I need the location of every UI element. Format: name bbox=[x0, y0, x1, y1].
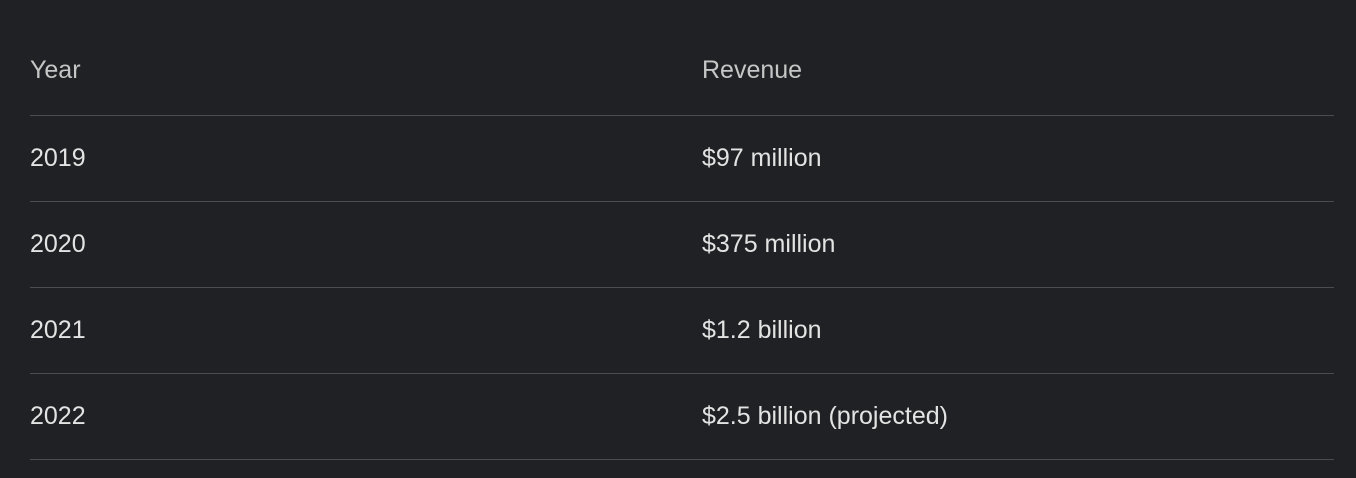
table-cell: $97 million bbox=[702, 144, 822, 172]
table-row: 2020 $375 million bbox=[30, 202, 1334, 288]
table: Year Revenue 2019 $97 million 2020 $375 mil… bbox=[30, 26, 1334, 460]
table-row: 2021 $1.2 billion bbox=[30, 288, 1334, 374]
table-cell: 2021 bbox=[30, 316, 86, 344]
table-row: 2022 $2.5 billion (projected) bbox=[30, 374, 1334, 460]
header-cell: Year bbox=[30, 56, 81, 84]
header-row: Year Revenue bbox=[30, 26, 1334, 116]
table-cell: $1.2 billion bbox=[702, 316, 822, 344]
table-row: 2019 $97 million bbox=[30, 116, 1334, 202]
table-cell: $2.5 billion (projected) bbox=[702, 402, 948, 430]
table-cell: 2019 bbox=[30, 144, 86, 172]
header-cell: Revenue bbox=[702, 56, 803, 84]
table-cell: 2020 bbox=[30, 230, 86, 258]
table-cell: $375 million bbox=[702, 230, 836, 258]
table-cell: 2022 bbox=[30, 402, 86, 430]
